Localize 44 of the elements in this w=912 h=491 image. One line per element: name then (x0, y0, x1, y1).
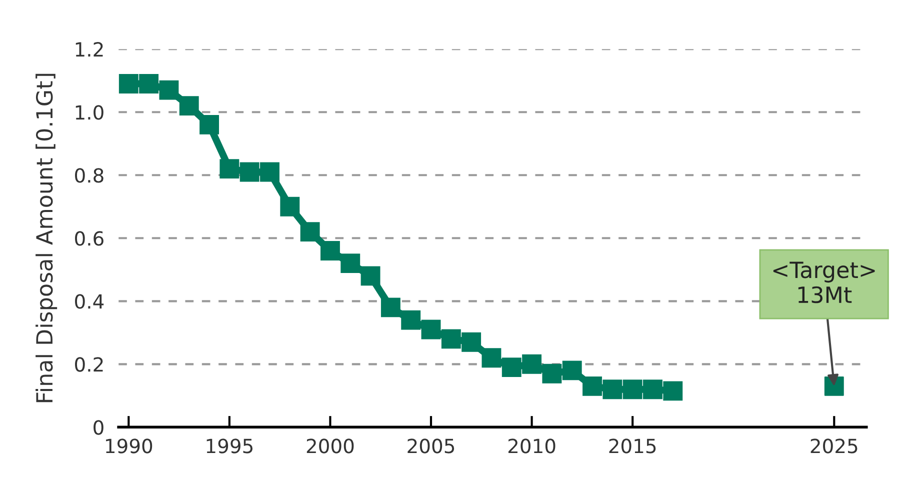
point (522, 354, 542, 374)
point (482, 348, 502, 368)
point (179, 96, 199, 116)
x-tick-label: 2025 (810, 438, 858, 454)
point (643, 380, 662, 400)
point (582, 376, 602, 396)
point (260, 162, 280, 182)
point (139, 74, 159, 94)
point (401, 310, 421, 330)
annotation: <Target> 13Mt (773, 262, 875, 304)
y-tick-label: 1.0 (76, 105, 104, 120)
x-tick-label: 1990 (106, 438, 152, 454)
point (462, 332, 482, 352)
point (663, 381, 683, 401)
point (200, 114, 219, 134)
y-tick-label: 0 (94, 420, 104, 435)
point (622, 380, 642, 400)
point (360, 266, 380, 286)
point (602, 380, 622, 400)
point (441, 329, 461, 349)
point (300, 222, 320, 242)
point (159, 80, 179, 100)
point (562, 360, 582, 380)
point (340, 254, 360, 274)
point (220, 159, 240, 179)
point (280, 196, 300, 216)
point (380, 298, 400, 318)
x-tick-label: 2000 (306, 438, 354, 454)
point (542, 364, 562, 384)
x-tick-label: 1995 (206, 438, 252, 454)
point (320, 241, 340, 260)
y-tick-label: 0.8 (75, 168, 104, 183)
y-tick-label: 0.4 (75, 294, 104, 309)
y-tick-label: 0.6 (75, 231, 104, 246)
x-tick-label: 2015 (609, 438, 656, 454)
y-tick-label: 0.2 (75, 357, 103, 372)
y-axis-title: Final Disposal Amount [0.1Gt] (36, 74, 58, 402)
point (240, 162, 260, 182)
x-tick-label: 2010 (508, 438, 556, 454)
y-tick-label: 1.2 (76, 42, 103, 56)
x-tick-label: 2005 (408, 438, 454, 454)
point (118, 74, 138, 94)
point (502, 358, 522, 378)
point (421, 320, 441, 340)
